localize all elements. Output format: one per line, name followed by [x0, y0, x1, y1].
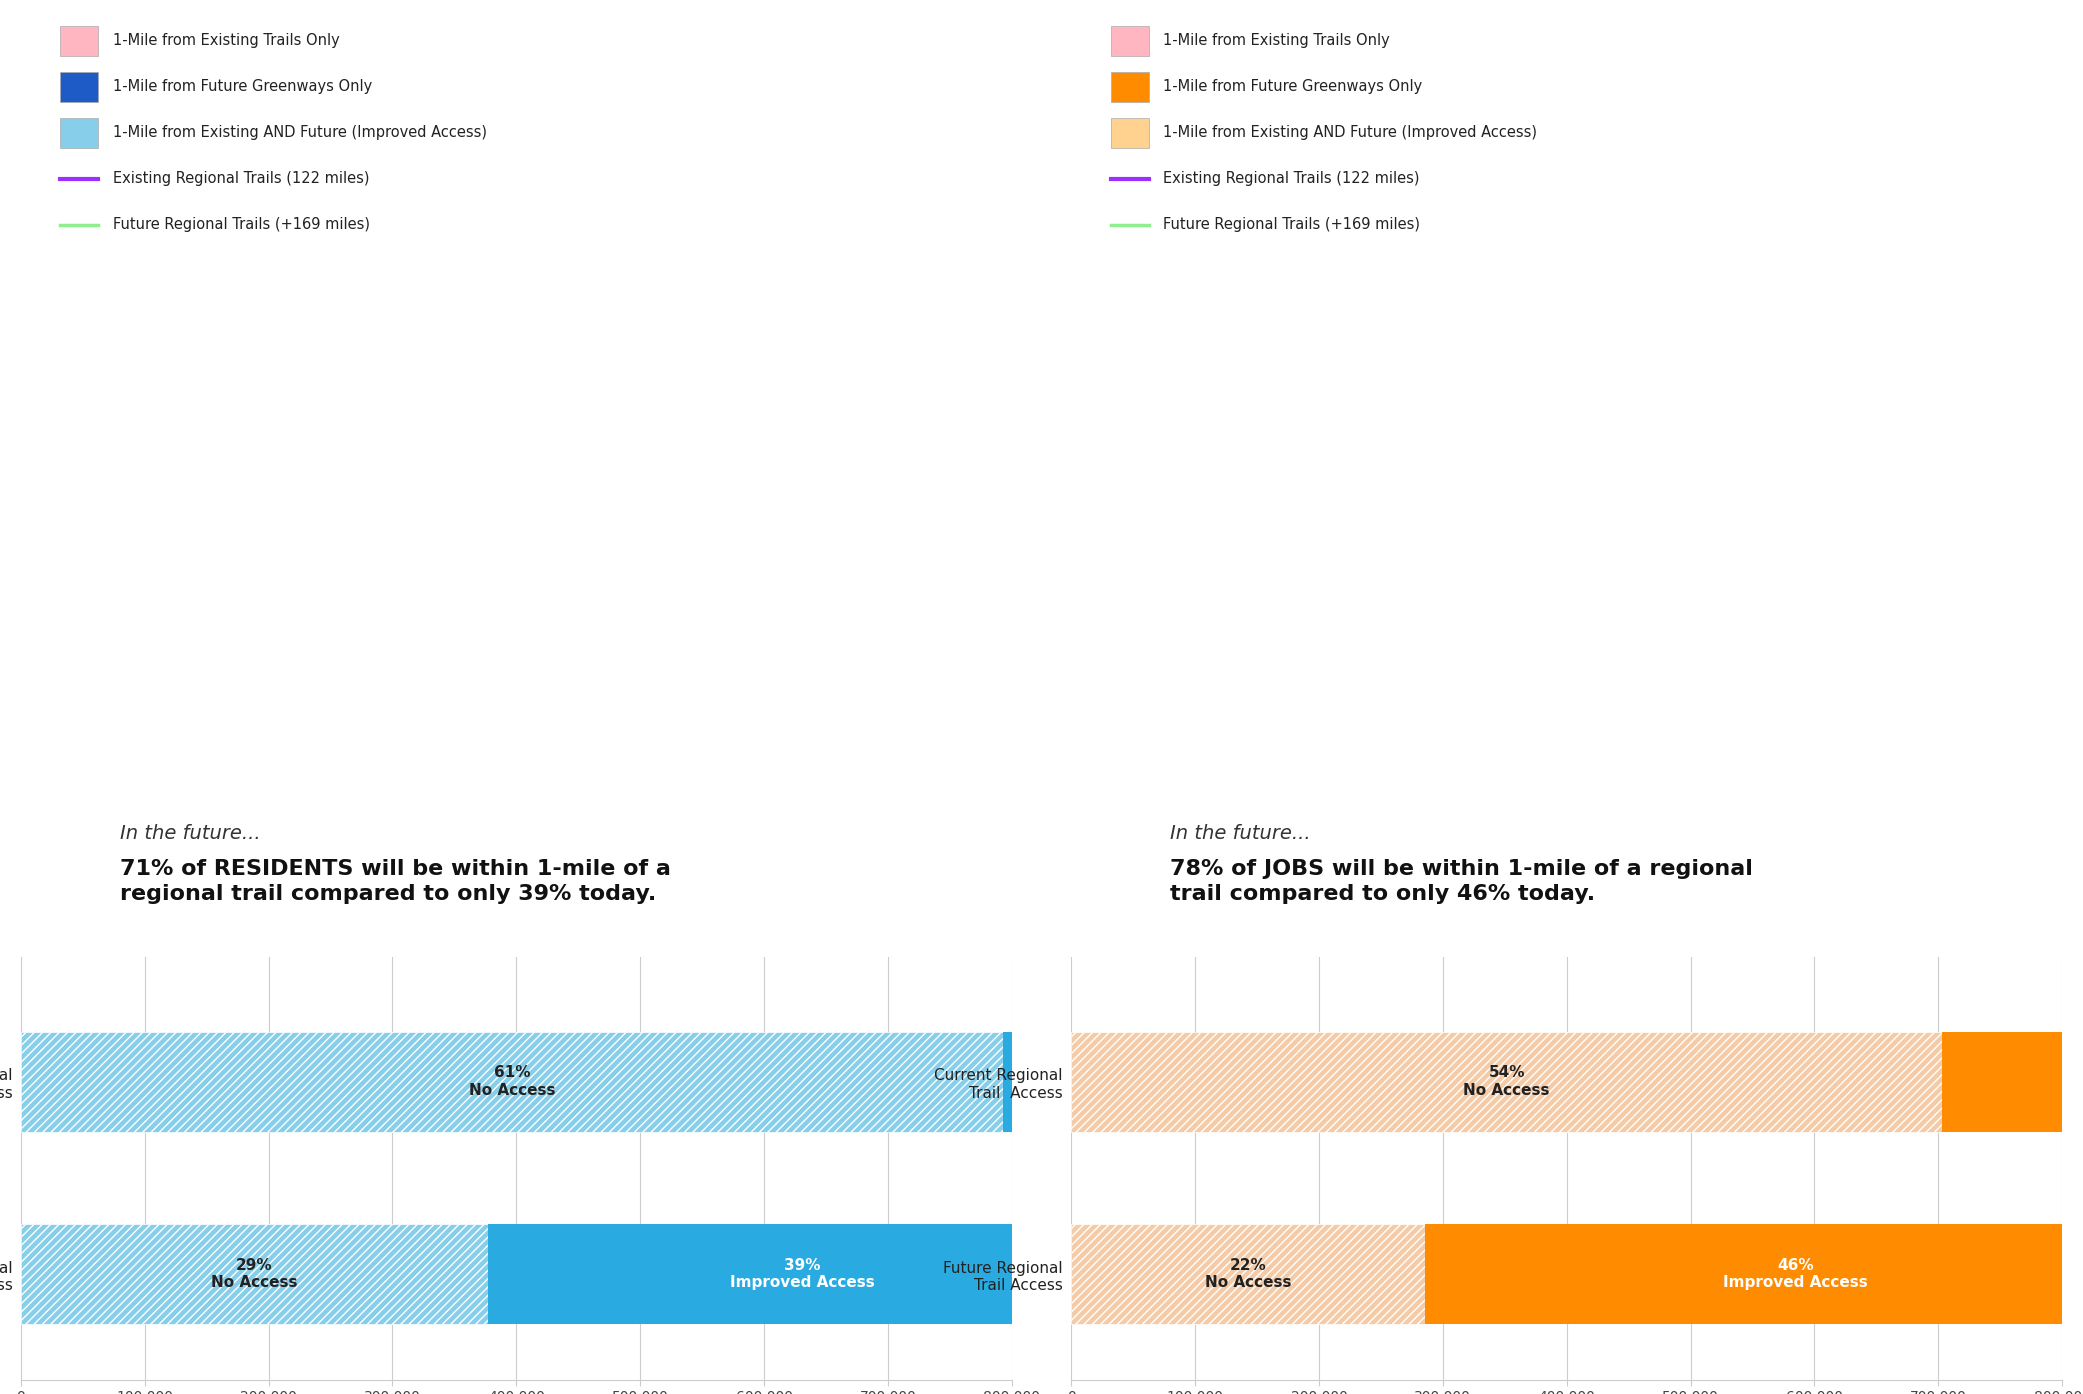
FancyBboxPatch shape: [1110, 71, 1148, 102]
Text: Existing Regional Trails (122 miles): Existing Regional Trails (122 miles): [112, 171, 369, 185]
Bar: [1071, 1224, 1425, 1324]
Text: 1-Mile from Existing Trails Only: 1-Mile from Existing Trails Only: [112, 33, 340, 49]
FancyBboxPatch shape: [60, 25, 98, 56]
Text: 78% of JOBS will be within 1-mile of a regional
trail compared to only 46% today: 78% of JOBS will be within 1-mile of a r…: [1171, 859, 1754, 905]
Text: Existing Regional Trails (122 miles): Existing Regional Trails (122 miles): [1164, 171, 1421, 185]
Bar: [1004, 1032, 1631, 1132]
Text: 1-Mile from Future Greenways Only: 1-Mile from Future Greenways Only: [112, 79, 373, 95]
Bar: [1941, 1032, 2083, 1132]
Text: 1-Mile from Existing AND Future (Improved Access): 1-Mile from Existing AND Future (Improve…: [112, 125, 487, 141]
Text: In the future...: In the future...: [121, 824, 260, 843]
Text: Future Regional Trails (+169 miles): Future Regional Trails (+169 miles): [112, 217, 371, 231]
Bar: [21, 1224, 487, 1324]
FancyBboxPatch shape: [60, 117, 98, 148]
Bar: [1425, 1224, 2083, 1324]
Text: 1-Mile from Existing Trails Only: 1-Mile from Existing Trails Only: [1164, 33, 1389, 49]
Bar: [1116, 1224, 1633, 1324]
Text: 32%
Future Access: 32% Future Access: [1314, 1257, 1435, 1291]
Bar: [1071, 1032, 1941, 1132]
FancyBboxPatch shape: [60, 71, 98, 102]
Text: 22%
No Access: 22% No Access: [1206, 1257, 1291, 1291]
Bar: [21, 1032, 1004, 1132]
Text: 39%
Improved Access: 39% Improved Access: [729, 1257, 875, 1291]
Text: 61%
No Access: 61% No Access: [469, 1065, 556, 1098]
Text: 46%
Improved Access: 46% Improved Access: [1723, 1257, 1868, 1291]
Text: 54%
No Access: 54% No Access: [1464, 1065, 1550, 1098]
Bar: [487, 1224, 1116, 1324]
Text: In the future...: In the future...: [1171, 824, 1310, 843]
Text: 29%
No Access: 29% No Access: [210, 1257, 298, 1291]
Text: Future Regional Trails (+169 miles): Future Regional Trails (+169 miles): [1164, 217, 1421, 231]
Text: 1-Mile from Future Greenways Only: 1-Mile from Future Greenways Only: [1164, 79, 1423, 95]
Text: 1-Mile from Existing AND Future (Improved Access): 1-Mile from Existing AND Future (Improve…: [1164, 125, 1537, 141]
Text: 71% of RESIDENTS will be within 1-mile of a
regional trail compared to only 39% : 71% of RESIDENTS will be within 1-mile o…: [121, 859, 671, 905]
FancyBboxPatch shape: [1110, 25, 1148, 56]
FancyBboxPatch shape: [1110, 117, 1148, 148]
Text: 39%
Current Access: 39% Current Access: [1252, 1065, 1381, 1098]
